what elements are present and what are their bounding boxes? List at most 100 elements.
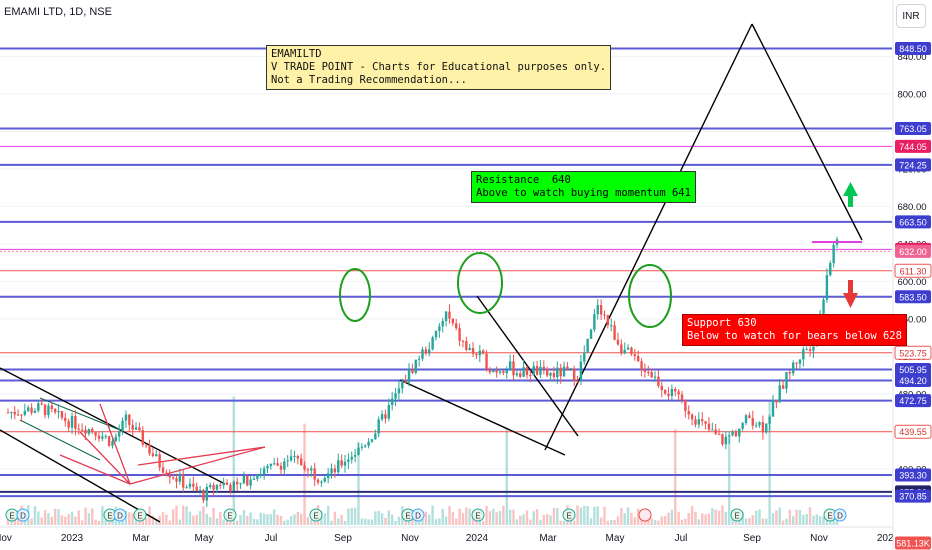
price-label-box: [895, 158, 931, 172]
candle-body: [438, 326, 441, 331]
volume-bar: [6, 517, 10, 525]
candle-body: [215, 484, 219, 490]
candle-body: [37, 403, 40, 411]
volume-bar: [576, 505, 579, 525]
candle-body: [539, 366, 542, 375]
candle-body: [451, 318, 455, 324]
price-label-text: 632.00: [899, 247, 927, 257]
candle-body: [572, 368, 576, 381]
candle-body: [751, 418, 754, 426]
candle-body: [488, 369, 492, 373]
resistance-note: Resistance 640 Above to watch buying mom…: [471, 171, 696, 203]
volume-bar: [364, 518, 367, 525]
candle-body: [229, 484, 232, 492]
price-label-663.50: 663.50: [895, 215, 931, 229]
price-label-text: 439.55: [899, 427, 927, 437]
candle-body: [411, 369, 414, 373]
candle-body: [118, 431, 121, 437]
candle-body: [252, 478, 256, 480]
candle-body: [603, 314, 606, 316]
price-label-box: [895, 139, 931, 153]
candle-body: [286, 460, 289, 462]
volume-bar: [620, 508, 623, 525]
price-label-744.05: 744.05: [895, 139, 931, 153]
volume-bar: [515, 519, 519, 525]
volume-bar: [360, 518, 364, 525]
candle-body: [343, 461, 347, 466]
volume-bar: [562, 520, 566, 525]
volume-bar: [704, 514, 707, 525]
volume-bar: [744, 518, 748, 525]
candle-body: [711, 429, 714, 431]
candle-body: [347, 459, 350, 462]
candle-body: [738, 428, 741, 437]
candle-body: [697, 419, 701, 425]
price-label-box: [895, 215, 931, 229]
price-label-box: [895, 362, 931, 376]
volume-bar: [606, 520, 610, 525]
candle-body: [542, 366, 546, 369]
volume-bar: [586, 506, 589, 525]
trendline-2023-bottom: [399, 379, 566, 456]
volume-bar: [380, 513, 384, 525]
volume-bar: [326, 505, 330, 525]
volume-bar: [603, 506, 606, 525]
candle-body: [761, 422, 765, 433]
candle-body: [663, 390, 667, 394]
currency-selector[interactable]: INR: [896, 4, 926, 28]
candle-body: [825, 275, 829, 300]
price-label-text: 724.25: [899, 160, 927, 170]
volume-bar: [724, 511, 728, 525]
candle-body: [529, 375, 532, 377]
x-tick-label: 2023: [61, 533, 84, 544]
marker-letter: E: [313, 512, 318, 521]
candle-body: [273, 463, 276, 465]
candle-body: [192, 483, 195, 487]
volume-bar: [67, 513, 70, 525]
candle-body: [33, 410, 37, 413]
candle-body: [91, 428, 94, 432]
volume-bar: [131, 512, 134, 525]
price-label-box: [895, 122, 931, 136]
candle-body: [340, 460, 343, 466]
volume-bar: [212, 507, 215, 525]
candle-body: [535, 366, 539, 375]
candle-body: [401, 380, 404, 389]
volume-bar: [640, 516, 643, 525]
volume-bar: [43, 510, 47, 525]
volume-bar: [552, 507, 556, 525]
volume-bar: [559, 520, 562, 525]
candle-body: [279, 465, 283, 470]
candle-body: [556, 367, 559, 378]
candle-body: [269, 463, 273, 467]
price-label-724.25: 724.25: [895, 158, 931, 172]
volume-bar: [40, 517, 43, 525]
volume-bar: [508, 509, 512, 525]
candle-body: [205, 487, 209, 501]
earnings-red-marker: [638, 508, 652, 522]
volume-bar: [765, 518, 768, 525]
candle-body: [667, 393, 670, 397]
candlesticks: [6, 236, 839, 507]
volume-bar: [424, 511, 428, 525]
candle-body: [805, 349, 808, 351]
volume-bar: [158, 515, 161, 525]
volume-bar: [57, 509, 60, 525]
earnings-marker: E: [823, 508, 837, 522]
volume-bar: [532, 511, 535, 525]
y-tick-label: 680.00: [897, 202, 926, 213]
candle-body: [795, 362, 798, 364]
volume-bar: [411, 518, 414, 525]
volume-bar: [589, 518, 593, 525]
volume-bar: [252, 518, 256, 525]
candle-body: [414, 359, 417, 373]
event-markers: EDEDEEEEDEEEEED: [5, 508, 847, 522]
candle-body: [394, 393, 397, 399]
candle-body: [754, 425, 758, 427]
candle-body: [397, 388, 401, 394]
volume-bar: [492, 508, 495, 525]
candle-body: [434, 330, 438, 338]
candle-body: [333, 468, 337, 473]
price-label-text: 393.30: [899, 471, 927, 481]
